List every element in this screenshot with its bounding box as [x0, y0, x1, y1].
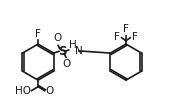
- Text: HO: HO: [15, 86, 31, 96]
- Text: S: S: [58, 45, 66, 58]
- Text: F: F: [114, 32, 120, 42]
- Text: N: N: [75, 46, 83, 56]
- Text: H: H: [69, 40, 76, 50]
- Text: F: F: [123, 24, 129, 34]
- Text: F: F: [132, 32, 138, 42]
- Text: O: O: [63, 59, 71, 69]
- Text: F: F: [35, 29, 41, 39]
- Text: O: O: [53, 33, 61, 43]
- Text: O: O: [46, 86, 54, 96]
